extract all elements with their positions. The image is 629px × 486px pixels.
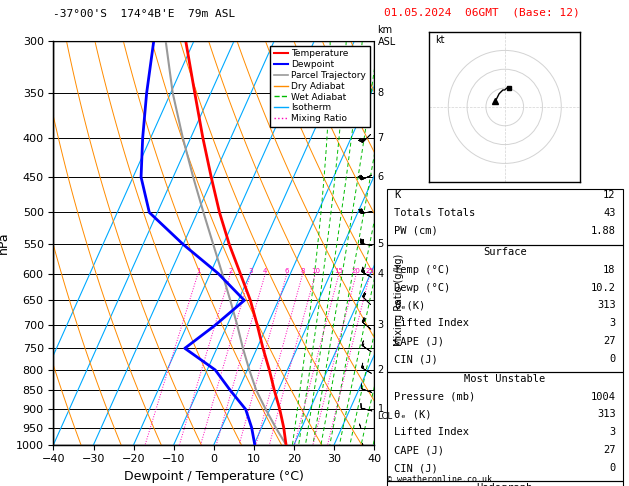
Text: Surface: Surface bbox=[483, 247, 526, 257]
Text: CIN (J): CIN (J) bbox=[394, 463, 438, 473]
Text: LCL: LCL bbox=[377, 412, 392, 420]
Legend: Temperature, Dewpoint, Parcel Trajectory, Dry Adiabat, Wet Adiabat, Isotherm, Mi: Temperature, Dewpoint, Parcel Trajectory… bbox=[270, 46, 370, 127]
Text: 4: 4 bbox=[263, 267, 267, 274]
Text: 3: 3 bbox=[610, 427, 616, 437]
Bar bbox=[387, 481, 623, 486]
Text: 3: 3 bbox=[610, 318, 616, 329]
Text: 1.88: 1.88 bbox=[591, 226, 616, 236]
Text: km
ASL: km ASL bbox=[377, 25, 396, 47]
Text: 3: 3 bbox=[248, 267, 253, 274]
Text: 10: 10 bbox=[311, 267, 320, 274]
Text: 18: 18 bbox=[603, 264, 616, 275]
Text: Mixing Ratio (g/kg): Mixing Ratio (g/kg) bbox=[394, 254, 403, 347]
Text: 25: 25 bbox=[365, 267, 374, 274]
Text: Most Unstable: Most Unstable bbox=[464, 374, 545, 383]
Text: 43: 43 bbox=[603, 208, 616, 218]
Text: 27: 27 bbox=[603, 445, 616, 455]
Text: K: K bbox=[394, 190, 400, 200]
Text: 7: 7 bbox=[377, 133, 384, 143]
Bar bbox=[387, 372, 623, 481]
Text: Hodograph: Hodograph bbox=[477, 483, 533, 486]
Text: Lifted Index: Lifted Index bbox=[394, 427, 469, 437]
Text: -37°00'S  174°4B'E  79m ASL: -37°00'S 174°4B'E 79m ASL bbox=[53, 9, 236, 19]
Text: kt: kt bbox=[435, 35, 445, 45]
Text: 5: 5 bbox=[377, 240, 384, 249]
X-axis label: Dewpoint / Temperature (°C): Dewpoint / Temperature (°C) bbox=[124, 470, 304, 483]
Text: 01.05.2024  06GMT  (Base: 12): 01.05.2024 06GMT (Base: 12) bbox=[384, 7, 579, 17]
Text: 1: 1 bbox=[196, 267, 200, 274]
Text: 2: 2 bbox=[228, 267, 233, 274]
Text: CAPE (J): CAPE (J) bbox=[394, 445, 444, 455]
Text: 8: 8 bbox=[301, 267, 305, 274]
Text: 313: 313 bbox=[597, 410, 616, 419]
Text: θₑ (K): θₑ (K) bbox=[394, 410, 431, 419]
Text: 1004: 1004 bbox=[591, 392, 616, 401]
Text: 2: 2 bbox=[377, 365, 384, 375]
Text: 3: 3 bbox=[377, 320, 384, 330]
Text: Totals Totals: Totals Totals bbox=[394, 208, 475, 218]
Text: Dewp (°C): Dewp (°C) bbox=[394, 282, 450, 293]
Text: 6: 6 bbox=[377, 172, 384, 182]
Bar bbox=[387, 245, 623, 372]
Text: 0: 0 bbox=[610, 463, 616, 473]
Text: Temp (°C): Temp (°C) bbox=[394, 264, 450, 275]
Text: 12: 12 bbox=[603, 190, 616, 200]
Text: 313: 313 bbox=[597, 300, 616, 311]
Text: CAPE (J): CAPE (J) bbox=[394, 336, 444, 347]
Text: 10.2: 10.2 bbox=[591, 282, 616, 293]
Text: 15: 15 bbox=[335, 267, 343, 274]
Text: CIN (J): CIN (J) bbox=[394, 354, 438, 364]
Text: θₑ(K): θₑ(K) bbox=[394, 300, 425, 311]
Text: PW (cm): PW (cm) bbox=[394, 226, 438, 236]
Text: Lifted Index: Lifted Index bbox=[394, 318, 469, 329]
Bar bbox=[387, 189, 623, 245]
Text: Pressure (mb): Pressure (mb) bbox=[394, 392, 475, 401]
Text: © weatheronline.co.uk: © weatheronline.co.uk bbox=[387, 475, 492, 484]
Text: 27: 27 bbox=[603, 336, 616, 347]
Text: 4: 4 bbox=[377, 269, 384, 278]
Text: 8: 8 bbox=[377, 88, 384, 98]
Text: 0: 0 bbox=[610, 354, 616, 364]
Y-axis label: hPa: hPa bbox=[0, 232, 10, 254]
Text: 1: 1 bbox=[377, 404, 384, 415]
Text: 20: 20 bbox=[352, 267, 361, 274]
Text: 6: 6 bbox=[285, 267, 289, 274]
